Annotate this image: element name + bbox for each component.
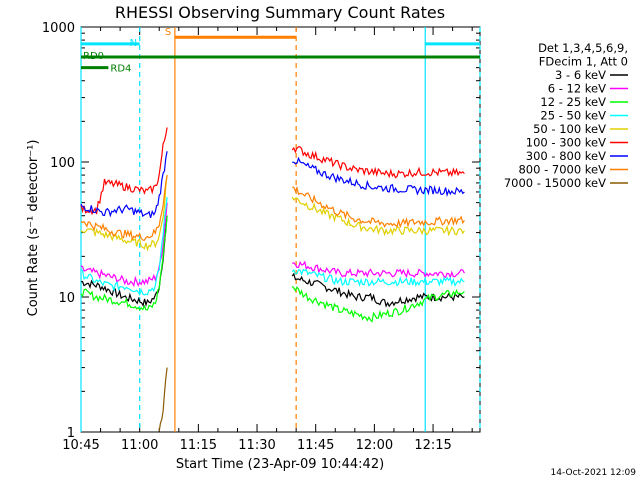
legend-entry-label: 300 - 800 keV [526, 149, 606, 163]
footer-timestamp: 14-Oct-2021 12:09 [551, 468, 637, 478]
x-tick-label: 12:00 [356, 438, 393, 453]
plot-area: 1 10 100 1000 10:45 11:00 11:15 11:30 11:45 12:00… [42, 21, 481, 453]
series-line [80, 215, 168, 308]
x-tick-label: 11:30 [238, 438, 275, 453]
flag-label: N [130, 38, 137, 49]
y-axis-label: Count Rate (s⁻¹ detector⁻¹) [26, 140, 41, 317]
y-tick-label: 100 [50, 156, 75, 171]
legend-entry-label: 6 - 12 keV [548, 82, 606, 96]
x-tick-label: 11:15 [180, 438, 217, 453]
y-tick-label: 1000 [42, 21, 75, 36]
legend-entry-label: 7000 - 15000 keV [504, 176, 606, 190]
series-line [80, 202, 168, 288]
flag-label: S [165, 27, 171, 38]
legend: Det 1,3,4,5,6,9,FDecim 1, Att 03 - 6 keV… [504, 41, 628, 190]
x-axis-label: Start Time (23-Apr-09 10:44:42) [176, 457, 384, 472]
legend-entry-label: 3 - 6 keV [555, 68, 606, 82]
series-line [80, 127, 168, 216]
series-line [80, 215, 168, 311]
series-line [158, 367, 168, 432]
series-line [292, 260, 465, 279]
legend-header: Det 1,3,4,5,6,9, [538, 41, 628, 55]
series-line [292, 185, 465, 229]
y-tick-label: 1 [67, 426, 75, 441]
x-tick-label: 12:15 [414, 438, 451, 453]
series-line [292, 156, 465, 198]
legend-entry-label: 50 - 100 keV [533, 122, 606, 136]
legend-entry-label: 100 - 300 keV [526, 136, 606, 150]
series-line [291, 285, 465, 323]
series-line [80, 175, 168, 242]
flag-label: RD0 [83, 51, 104, 62]
series-line [291, 196, 465, 237]
x-tick-label: 11:45 [297, 438, 334, 453]
series-line [80, 151, 168, 219]
x-tick-label: 10:45 [62, 438, 99, 453]
legend-header: FDecim 1, Att 0 [539, 55, 628, 69]
chart-title: RHESSI Observing Summary Count Rates [115, 3, 445, 22]
series-line [80, 175, 168, 252]
x-tick-label: 11:00 [121, 438, 158, 453]
series-line [80, 197, 168, 297]
series-line [291, 146, 465, 179]
legend-entry-label: 800 - 7000 keV [518, 163, 606, 177]
flag-label: RD4 [110, 64, 131, 75]
y-tick-label: 10 [58, 291, 75, 306]
legend-entry-label: 25 - 50 keV [540, 109, 606, 123]
series-line [291, 268, 465, 288]
legend-entry-label: 12 - 25 keV [540, 95, 606, 109]
